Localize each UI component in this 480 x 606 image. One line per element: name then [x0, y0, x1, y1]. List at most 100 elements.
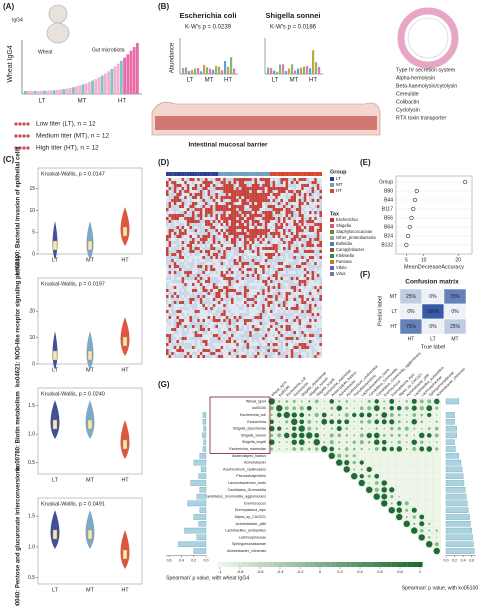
heatmap-cell: [259, 250, 263, 253]
heatmap-cell: [181, 196, 185, 199]
heatmap-cell: [298, 295, 302, 298]
heatmap-cell: [277, 277, 281, 280]
heatmap-cell: [314, 199, 317, 202]
violin: [85, 400, 95, 439]
heatmap-cell: [244, 340, 247, 343]
heatmap-cell: [311, 274, 315, 277]
sample-bar: [200, 71, 203, 74]
heatmap-cell: [293, 319, 296, 322]
heatmap-cell: [194, 292, 198, 295]
sample-bar: [72, 87, 75, 94]
corr-cell: [432, 493, 441, 501]
corr-glyph: [418, 534, 425, 541]
heatmap-cell: [316, 178, 320, 181]
corr-glyph: [412, 515, 417, 519]
corr-glyph: [306, 432, 313, 439]
sample-bar: [291, 64, 294, 74]
heatmap-cell: [241, 178, 244, 181]
heatmap-cell: [293, 250, 296, 253]
heatmap-cell: [275, 334, 278, 337]
heatmap-cell: [197, 298, 200, 301]
heatmap-cell: [212, 229, 216, 232]
heatmap-cell: [264, 310, 268, 313]
heatmap-cell: [285, 196, 289, 199]
y-axis-label: Predict label: [377, 296, 383, 326]
heatmap-cell: [194, 202, 198, 205]
heatmap-cell: [236, 334, 239, 337]
heatmap-cell: [267, 187, 270, 190]
heatmap-cell: [246, 229, 250, 232]
corr-glyph: [396, 513, 403, 521]
heatmap-cell: [192, 190, 195, 193]
heatmap-cell: [285, 193, 289, 196]
heatmap-cell: [186, 223, 190, 226]
heatmap-cell: [280, 316, 283, 319]
heatmap-cell: [301, 181, 304, 184]
heatmap-cell: [257, 244, 260, 247]
heatmap-cell: [199, 277, 203, 280]
heatmap-cell: [314, 280, 317, 283]
heatmap-cell: [184, 298, 187, 301]
heatmap-cell: [249, 268, 252, 271]
heatmap-cell: [171, 181, 174, 184]
heatmap-cell: [194, 289, 198, 292]
heatmap-cell: [267, 205, 270, 208]
heatmap-cell: [257, 184, 260, 187]
heatmap-cell: [251, 304, 255, 307]
heatmap-cell: [205, 295, 208, 298]
heatmap-cell: [262, 274, 265, 277]
heatmap-cell: [259, 265, 263, 268]
heatmap-cell: [254, 187, 257, 190]
heatmap-cell: [225, 298, 229, 301]
heatmap-cell: [166, 202, 169, 205]
heatmap-cell: [241, 205, 244, 208]
heatmap-cell: [184, 244, 187, 247]
group-bar: [218, 172, 221, 176]
bar: [178, 541, 207, 547]
heatmap-cell: [212, 355, 216, 358]
heatmap-cell: [233, 316, 237, 319]
heatmap-cell: [218, 271, 221, 274]
heatmap-cell: [249, 343, 252, 346]
heatmap-cell: [264, 262, 268, 265]
heatmap-cell: [262, 193, 265, 196]
corr-cell: [372, 452, 381, 460]
heatmap-cell: [233, 244, 237, 247]
heatmap-cell: [309, 226, 312, 229]
heatmap-cell: [173, 184, 177, 187]
heatmap-cell: [236, 277, 239, 280]
corr-glyph: [435, 441, 438, 443]
heatmap-cell: [202, 277, 205, 280]
heatmap-cell: [192, 292, 195, 295]
heatmap-cell: [251, 265, 255, 268]
colorbar-step: [340, 562, 346, 567]
heatmap-cell: [238, 235, 242, 238]
heatmap-cell: [215, 247, 218, 250]
heatmap-cell: [236, 307, 239, 310]
corr-glyph: [345, 454, 349, 458]
sample-bar: [56, 89, 59, 94]
heatmap-cell: [293, 187, 296, 190]
heatmap-cell: [319, 214, 322, 217]
heatmap-cell: [199, 313, 203, 316]
heatmap-cell: [199, 211, 203, 214]
heatmap-cell: [244, 220, 247, 223]
heatmap-cell: [173, 298, 177, 301]
heatmap-cell: [319, 328, 322, 331]
heatmap-cell: [285, 268, 289, 271]
heatmap-cell: [179, 271, 182, 274]
heatmap-cell: [212, 211, 216, 214]
heatmap-cell: [264, 220, 268, 223]
heatmap-cell: [251, 313, 255, 316]
heatmap-cell: [199, 268, 203, 271]
heatmap-cell: [212, 178, 216, 181]
heatmap-cell: [285, 343, 289, 346]
corr-glyph: [373, 405, 380, 412]
heatmap-cell: [293, 202, 296, 205]
corr-glyph: [374, 481, 379, 485]
heatmap-cell: [316, 340, 320, 343]
heatmap-cell: [290, 262, 294, 265]
heatmap-cell: [264, 322, 268, 325]
heatmap-cell: [192, 286, 195, 289]
